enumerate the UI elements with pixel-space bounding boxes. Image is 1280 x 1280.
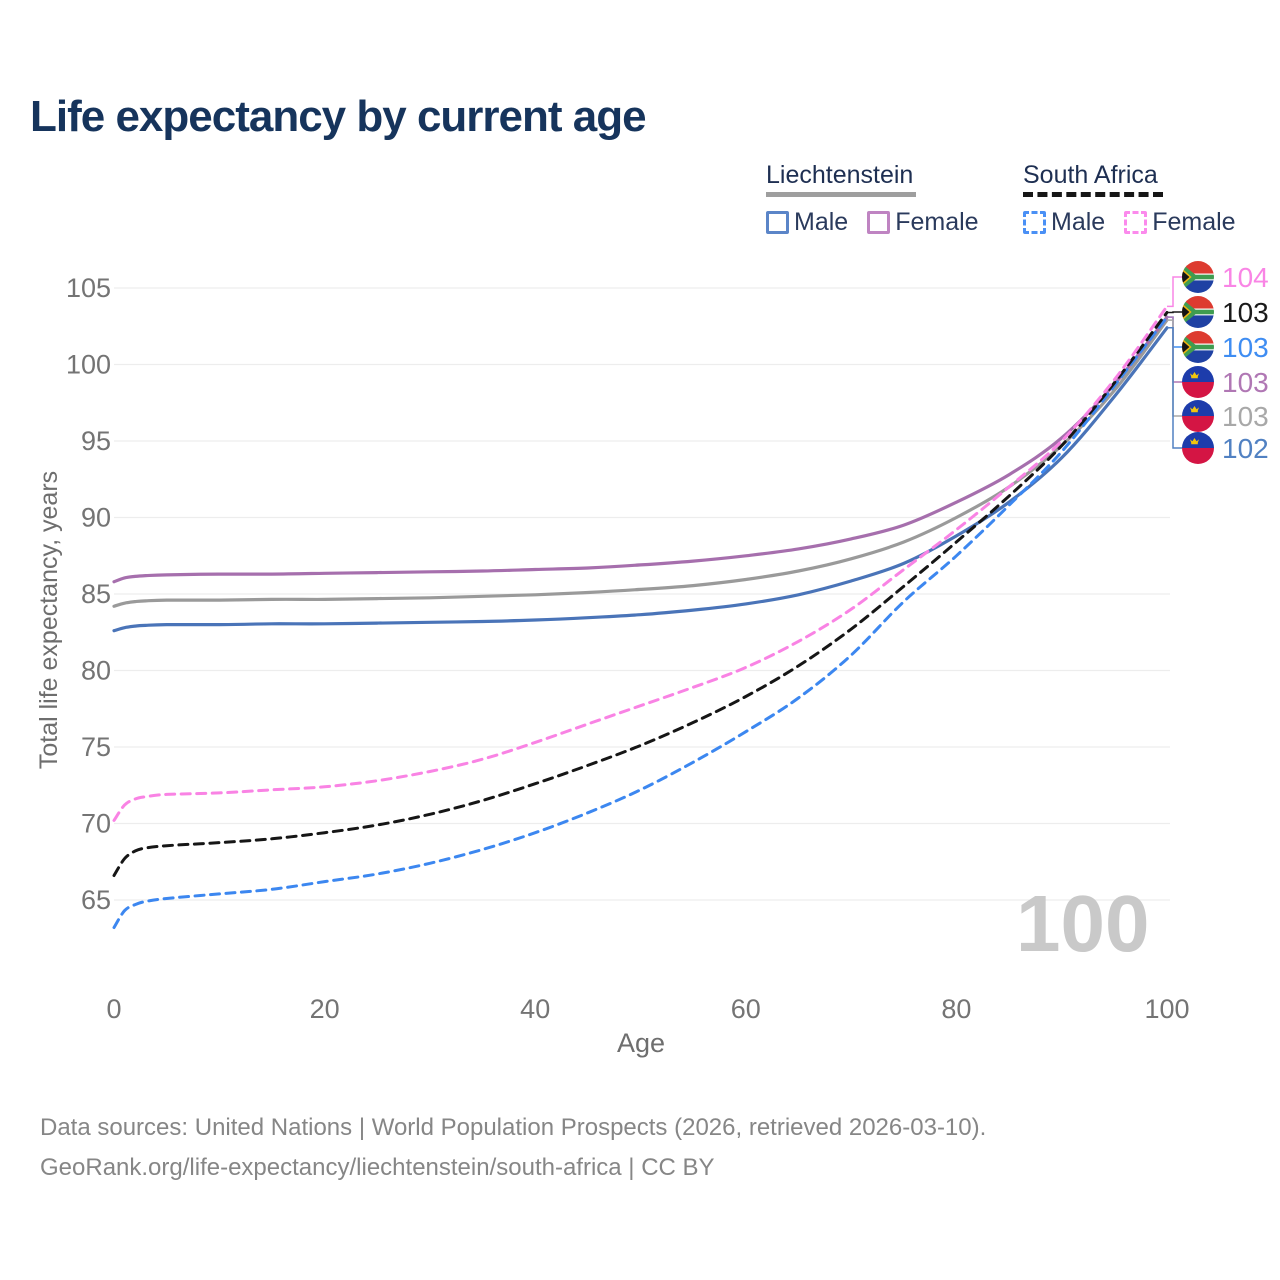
legend-item-liechtenstein-male[interactable]: Male — [766, 208, 848, 237]
y-tick-label-65: 65 — [81, 885, 111, 915]
y-tick-label-105: 105 — [66, 273, 111, 303]
legend-item-label: Male — [1051, 208, 1106, 236]
legend-group-liechtenstein: Liechtenstein Male Female — [766, 162, 1011, 237]
legend-country-south-africa: South Africa — [1023, 161, 1158, 189]
x-tick-label-100: 100 — [1144, 994, 1189, 1024]
series-line-liechtenstein-total[interactable] — [112, 318, 1169, 608]
y-tick-label-85: 85 — [81, 579, 111, 609]
data-sources-text: Data sources: United Nations | World Pop… — [40, 1114, 987, 1141]
x-tick-label-20: 20 — [310, 994, 340, 1024]
y-tick-label-90: 90 — [81, 503, 111, 533]
series-line-south-africa-female[interactable] — [112, 304, 1169, 822]
series-line-liechtenstein-female[interactable] — [112, 315, 1169, 584]
x-tick-label-60: 60 — [731, 994, 761, 1024]
end-value-label-liechtenstein-female: 103 — [1222, 367, 1269, 398]
series-line-liechtenstein-male[interactable] — [112, 326, 1169, 633]
y-tick-label-95: 95 — [81, 426, 111, 456]
leader-line — [1167, 319, 1182, 417]
legend-item-south-africa-female[interactable]: Female — [1124, 208, 1236, 237]
series-line-south-africa-total[interactable] — [112, 311, 1169, 878]
leader-line — [1167, 316, 1182, 383]
end-value-label-south-africa-female: 104 — [1222, 262, 1269, 293]
leader-line — [1167, 311, 1182, 314]
end-value-label-liechtenstein-male: 102 — [1222, 433, 1269, 464]
leader-line — [1167, 327, 1182, 449]
legend-underline-dashed-icon — [1023, 192, 1163, 197]
source-url-text: GeoRank.org/life-expectancy/liechtenstei… — [40, 1154, 715, 1181]
south-africa-flag-icon — [1182, 261, 1214, 293]
y-tick-label-70: 70 — [81, 809, 111, 839]
legend-items-south-africa: Male Female — [1023, 208, 1273, 237]
legend-item-label: Female — [1152, 208, 1236, 236]
x-tick-label-40: 40 — [520, 994, 550, 1024]
legend-item-label: Female — [895, 208, 979, 236]
end-value-label-liechtenstein-total: 103 — [1222, 401, 1269, 432]
page-title: Life expectancy by current age — [30, 92, 647, 141]
south-africa-flag-icon — [1182, 331, 1214, 363]
liechtenstein-flag-icon — [1182, 366, 1214, 398]
x-tick-label-0: 0 — [106, 994, 121, 1024]
female-dashed-checkbox-icon — [1124, 211, 1148, 234]
leader-line — [1167, 316, 1182, 348]
legend-item-liechtenstein-female[interactable]: Female — [867, 208, 979, 237]
end-value-label-south-africa-total: 103 — [1222, 297, 1269, 328]
male-dashed-checkbox-icon — [1023, 211, 1046, 234]
end-value-label-south-africa-male: 103 — [1222, 332, 1269, 363]
x-tick-label-80: 80 — [941, 994, 971, 1024]
y-tick-label-100: 100 — [66, 350, 111, 380]
footer: Data sources: United Nations | World Pop… — [40, 1108, 986, 1188]
legend-country-liechtenstein: Liechtenstein — [766, 161, 914, 189]
x-axis-title: Age — [617, 1028, 665, 1058]
leader-line — [1167, 276, 1182, 308]
legend-item-label: Male — [794, 208, 849, 236]
y-tick-label-80: 80 — [81, 656, 111, 686]
liechtenstein-flag-icon — [1182, 432, 1214, 464]
y-tick-label-75: 75 — [81, 732, 111, 762]
series-line-south-africa-male[interactable] — [112, 315, 1169, 930]
liechtenstein-flag-icon — [1182, 400, 1214, 432]
legend-group-south-africa: South Africa Male Female — [1023, 162, 1273, 237]
age-counter-watermark: 100 — [1016, 879, 1150, 968]
legend-underline-solid-icon — [766, 192, 916, 197]
male-solid-checkbox-icon — [766, 211, 789, 234]
legend-items-liechtenstein: Male Female — [766, 208, 1011, 237]
y-axis-title: Total life expectancy, years — [35, 471, 63, 769]
south-africa-flag-icon — [1182, 296, 1214, 328]
legend-item-south-africa-male[interactable]: Male — [1023, 208, 1105, 237]
female-solid-checkbox-icon — [867, 211, 891, 234]
